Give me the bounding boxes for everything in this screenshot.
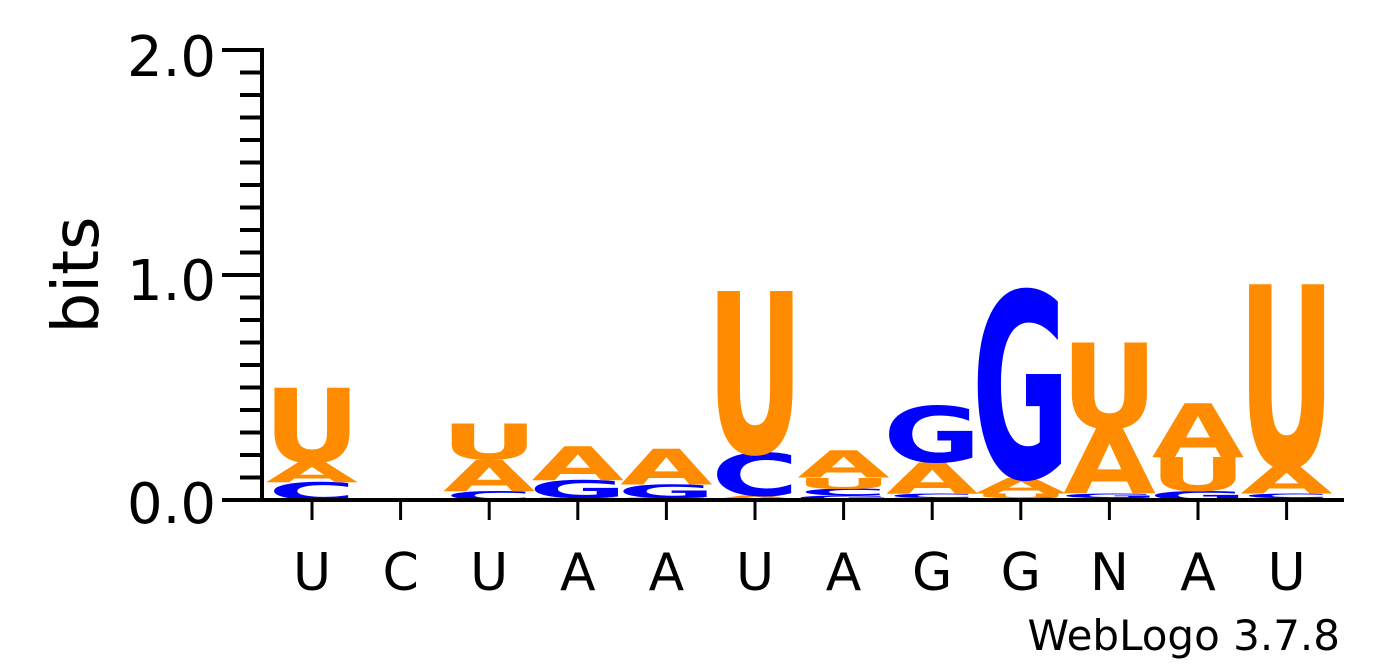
- logo-letter-u: U: [264, 368, 361, 486]
- logo-letter-a: A: [1240, 459, 1332, 502]
- logo-letter-g: G: [795, 494, 893, 501]
- logo-letter-a: A: [443, 452, 536, 502]
- weblogo-credit: WebLogo 3.7.8: [1028, 611, 1341, 660]
- x-tick-label: A: [826, 543, 862, 603]
- axes: [222, 48, 1344, 520]
- x-tick-label: A: [560, 543, 596, 603]
- logo-letter-c: C: [888, 492, 976, 499]
- x-tick-label: C: [382, 543, 418, 603]
- x-tick-label: N: [1090, 543, 1129, 603]
- x-tick-label: U: [1268, 543, 1306, 603]
- logo-letter-g: G: [617, 481, 715, 502]
- logo-letter-u: U: [441, 414, 538, 472]
- x-tick-label: G: [912, 543, 952, 603]
- x-tick-label: U: [470, 543, 508, 603]
- logo-letter-g: G: [972, 242, 1070, 539]
- logo-letter-u: U: [795, 475, 892, 493]
- logo-letter-u: U: [707, 249, 804, 507]
- logo-letter-a: A: [1152, 389, 1245, 475]
- logo-letter-a: A: [266, 457, 358, 489]
- logo-letter-a: A: [975, 473, 1067, 498]
- logo-letter-u: U: [972, 492, 1069, 499]
- logo-letter-u: U: [1238, 235, 1335, 526]
- logo-letter-g: G: [883, 390, 981, 480]
- logo-letter-g: G: [1060, 492, 1158, 499]
- y-axis-title: bits: [40, 217, 114, 334]
- logo-letter-c: C: [1243, 492, 1331, 499]
- y-tick-label-top: 2.0: [127, 25, 216, 90]
- logo-letter-u: U: [1061, 319, 1158, 456]
- logo-stacks: CAUCAUUGAUGAACUGCUAUCAGCUAGCGAUGUAGCAU: [264, 235, 1336, 539]
- x-tick-label: A: [649, 543, 685, 603]
- y-tick-label-mid: 1.0: [127, 249, 216, 314]
- logo-letter-a: A: [886, 454, 979, 504]
- logo-letter-c: C: [800, 487, 888, 498]
- logo-letter-a: A: [532, 437, 624, 491]
- logo-letter-a: A: [797, 443, 889, 486]
- x-tick-label: G: [1001, 543, 1041, 603]
- logo-letter-a: A: [709, 494, 802, 501]
- y-tick-label-bottom: 0.0: [127, 472, 216, 537]
- x-tick-label: A: [1180, 543, 1216, 603]
- x-tick-label: U: [293, 543, 331, 603]
- logo-letter-a: A: [1063, 410, 1156, 514]
- logo-letter-u: U: [1150, 449, 1247, 503]
- logo-letter-a: A: [620, 438, 713, 496]
- x-tick-label: U: [736, 543, 774, 603]
